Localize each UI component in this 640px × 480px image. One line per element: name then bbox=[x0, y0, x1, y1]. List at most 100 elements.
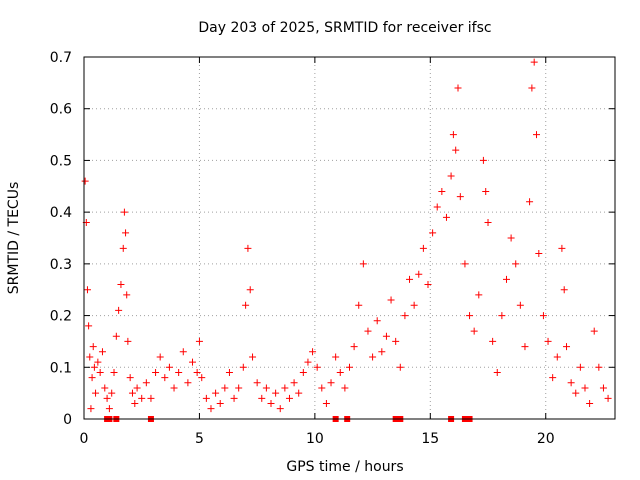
y-tick-label: 0.2 bbox=[50, 309, 72, 325]
data-point bbox=[184, 379, 192, 387]
data-point bbox=[341, 384, 349, 392]
data-point bbox=[128, 389, 136, 397]
data-point bbox=[175, 368, 183, 376]
data-point bbox=[419, 244, 427, 252]
data-point bbox=[244, 244, 252, 252]
data-point bbox=[447, 172, 455, 180]
data-point bbox=[350, 343, 358, 351]
data-point bbox=[249, 353, 257, 361]
data-point bbox=[364, 327, 372, 335]
data-point bbox=[507, 234, 515, 242]
y-tick-label: 0.7 bbox=[50, 50, 72, 66]
data-point bbox=[276, 405, 284, 413]
data-point bbox=[179, 348, 187, 356]
data-point bbox=[599, 384, 607, 392]
data-point bbox=[142, 379, 150, 387]
data-point bbox=[235, 384, 243, 392]
data-point bbox=[466, 312, 474, 320]
data-point bbox=[327, 379, 335, 387]
y-tick-label: 0.1 bbox=[50, 360, 72, 376]
data-point bbox=[484, 218, 492, 226]
data-point bbox=[212, 389, 220, 397]
data-point bbox=[290, 379, 298, 387]
data-point bbox=[595, 363, 603, 371]
data-point bbox=[359, 260, 367, 268]
x-tick-label: 10 bbox=[306, 431, 324, 447]
data-point bbox=[544, 337, 552, 345]
x-tick-label: 5 bbox=[195, 431, 204, 447]
data-point bbox=[461, 260, 469, 268]
data-point bbox=[83, 286, 91, 294]
data-point bbox=[512, 260, 520, 268]
data-point bbox=[442, 213, 450, 221]
data-points bbox=[81, 58, 612, 413]
data-point bbox=[502, 275, 510, 283]
data-point bbox=[475, 291, 483, 299]
data-point bbox=[489, 337, 497, 345]
data-point bbox=[225, 368, 233, 376]
data-point bbox=[110, 368, 118, 376]
data-point bbox=[526, 198, 534, 206]
data-point bbox=[85, 322, 93, 330]
data-point bbox=[355, 301, 363, 309]
data-point bbox=[516, 301, 524, 309]
data-point bbox=[89, 343, 97, 351]
data-point bbox=[415, 270, 423, 278]
data-point bbox=[318, 384, 326, 392]
data-point bbox=[313, 363, 321, 371]
data-point bbox=[558, 244, 566, 252]
data-point bbox=[309, 348, 317, 356]
data-point bbox=[112, 332, 120, 340]
data-point bbox=[262, 384, 270, 392]
data-point bbox=[90, 363, 98, 371]
data-point bbox=[246, 286, 254, 294]
y-tick-label: 0.5 bbox=[50, 153, 72, 169]
data-point bbox=[521, 343, 529, 351]
data-point bbox=[433, 203, 441, 211]
data-point bbox=[86, 353, 94, 361]
data-point bbox=[124, 337, 132, 345]
data-point bbox=[539, 312, 547, 320]
data-point bbox=[198, 374, 206, 382]
plot-frame bbox=[83, 56, 616, 420]
data-point bbox=[267, 399, 275, 407]
data-point bbox=[165, 363, 173, 371]
data-point bbox=[152, 368, 160, 376]
data-point bbox=[429, 229, 437, 237]
data-point bbox=[117, 281, 125, 289]
data-point bbox=[115, 306, 123, 314]
data-point bbox=[147, 394, 155, 402]
data-point bbox=[438, 187, 446, 195]
data-point bbox=[103, 394, 111, 402]
data-point bbox=[133, 384, 141, 392]
x-tick-label: 0 bbox=[80, 431, 89, 447]
data-point bbox=[533, 131, 541, 139]
data-point bbox=[528, 84, 536, 92]
data-point bbox=[549, 374, 557, 382]
data-point bbox=[530, 58, 538, 66]
axis-ticks: 0 5 10 15 20 0 0.1 0.2 0.3 0.4 0.5 0.6 0.7 bbox=[50, 50, 615, 447]
data-point bbox=[98, 348, 106, 356]
y-tick-label: 0.3 bbox=[50, 257, 72, 273]
data-point bbox=[576, 363, 584, 371]
data-point bbox=[92, 389, 100, 397]
data-point bbox=[553, 353, 561, 361]
data-point bbox=[567, 379, 575, 387]
data-point bbox=[120, 208, 128, 216]
x-tick-label: 15 bbox=[421, 431, 439, 447]
y-tick-label: 0 bbox=[63, 412, 72, 428]
data-point bbox=[493, 368, 501, 376]
data-point bbox=[126, 374, 134, 382]
data-point bbox=[253, 379, 261, 387]
data-point bbox=[239, 363, 247, 371]
data-point bbox=[170, 384, 178, 392]
y-tick-label: 0.6 bbox=[50, 102, 72, 118]
data-point bbox=[322, 399, 330, 407]
data-point bbox=[131, 399, 139, 407]
data-point bbox=[202, 394, 210, 402]
y-axis-label: SRMTID / TECUs bbox=[6, 182, 22, 295]
data-point bbox=[401, 312, 409, 320]
data-point bbox=[96, 368, 104, 376]
data-point bbox=[590, 327, 598, 335]
